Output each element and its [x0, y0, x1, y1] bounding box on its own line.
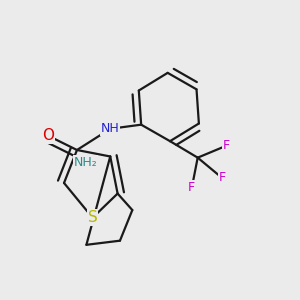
Text: F: F — [219, 172, 226, 184]
Text: F: F — [188, 181, 195, 194]
Text: NH: NH — [101, 122, 120, 135]
Text: F: F — [222, 140, 230, 152]
Text: O: O — [42, 128, 54, 143]
Text: NH₂: NH₂ — [74, 156, 98, 169]
Text: S: S — [88, 210, 98, 225]
